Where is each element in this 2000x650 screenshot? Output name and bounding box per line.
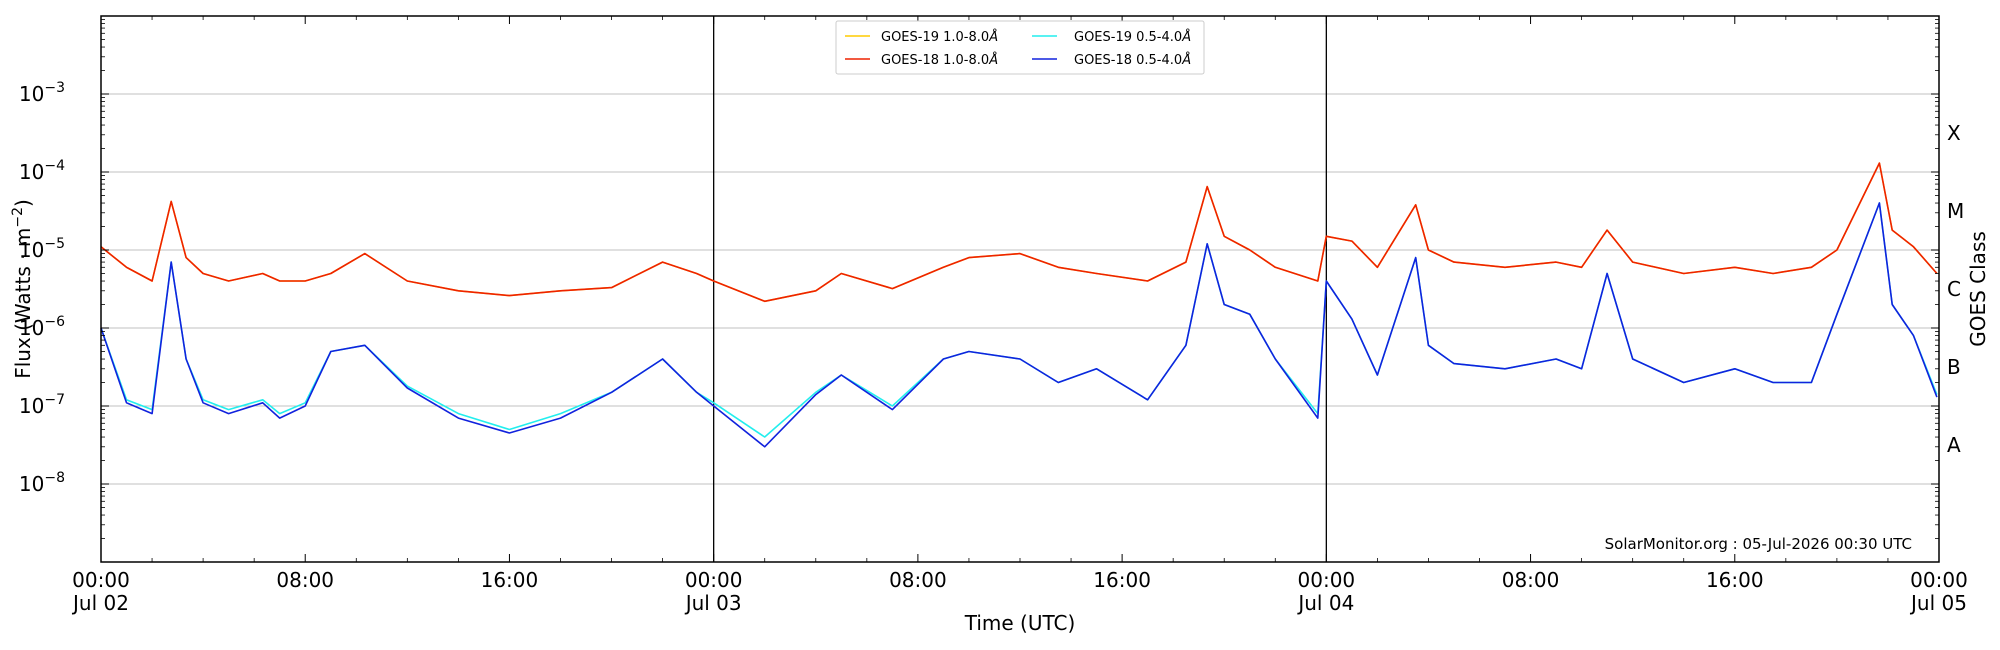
x-tick-label: 08:00 bbox=[1502, 568, 1560, 592]
legend-label-goes18-long: GOES-18 1.0-8.0Å bbox=[881, 52, 998, 68]
goes-class-label: C bbox=[1947, 277, 1961, 301]
plot-frame bbox=[100, 15, 1940, 563]
legend: GOES-19 1.0-8.0Å GOES-19 0.5-4.0Å GOES-1… bbox=[835, 20, 1205, 75]
goes-class-axis: A B C M X bbox=[1947, 121, 1964, 457]
legend-label-goes18-short: GOES-18 0.5-4.0Å bbox=[1074, 52, 1191, 68]
x-tick-label: 16:00 bbox=[1706, 568, 1764, 592]
x-tick-label: 00:00 bbox=[1910, 568, 1968, 592]
goes-class-label: A bbox=[1947, 433, 1961, 457]
x-tick-label: 08:00 bbox=[276, 568, 334, 592]
y-tick-label: 10−5 bbox=[19, 236, 65, 262]
x-axis-title: Time (UTC) bbox=[964, 611, 1076, 635]
y-axis: 10−8 10−7 10−6 10−5 10−4 10−3 bbox=[19, 19, 1939, 539]
series-line-0 bbox=[100, 162, 1938, 303]
y-tick-label: 10−3 bbox=[19, 80, 65, 106]
x-tick-label: 08:00 bbox=[889, 568, 947, 592]
y-axis-title: Flux (Watts · m−2) bbox=[10, 199, 35, 379]
y-tick-label: 10−6 bbox=[19, 314, 65, 340]
series-line-2 bbox=[100, 202, 1938, 438]
y-tick-label: 10−7 bbox=[19, 392, 65, 418]
y-tick-label: 10−4 bbox=[19, 158, 65, 184]
credit-text: SolarMonitor.org : 05-Jul-2026 00:30 UTC bbox=[1605, 535, 1912, 553]
goes-class-label: M bbox=[1947, 199, 1964, 223]
x-tick-label: 00:00 bbox=[1298, 568, 1356, 592]
x-tick-label: 00:00 bbox=[685, 568, 743, 592]
x-tick-date-label: Jul 05 bbox=[1909, 591, 1967, 615]
grid-layer bbox=[101, 93, 1939, 485]
x-tick-label: 16:00 bbox=[481, 568, 539, 592]
goes-class-label: X bbox=[1947, 121, 1961, 145]
series-line-1 bbox=[100, 162, 1938, 303]
x-tick-label: 16:00 bbox=[1093, 568, 1151, 592]
legend-label-goes19-long: GOES-19 1.0-8.0Å bbox=[881, 29, 998, 45]
day-separators bbox=[713, 16, 1327, 562]
series-layer bbox=[100, 162, 1938, 448]
series-line-3 bbox=[100, 202, 1938, 448]
goes-class-label: B bbox=[1947, 355, 1961, 379]
legend-label-goes19-short: GOES-19 0.5-4.0Å bbox=[1074, 29, 1191, 45]
x-tick-date-label: Jul 03 bbox=[684, 591, 742, 615]
y-tick-label: 10−8 bbox=[19, 470, 65, 496]
right-axis-title: GOES Class bbox=[1966, 231, 1990, 347]
x-tick-label: 00:00 bbox=[72, 568, 130, 592]
legend-box bbox=[835, 20, 1205, 75]
x-tick-date-label: Jul 04 bbox=[1296, 591, 1354, 615]
x-tick-date-label: Jul 02 bbox=[71, 591, 129, 615]
